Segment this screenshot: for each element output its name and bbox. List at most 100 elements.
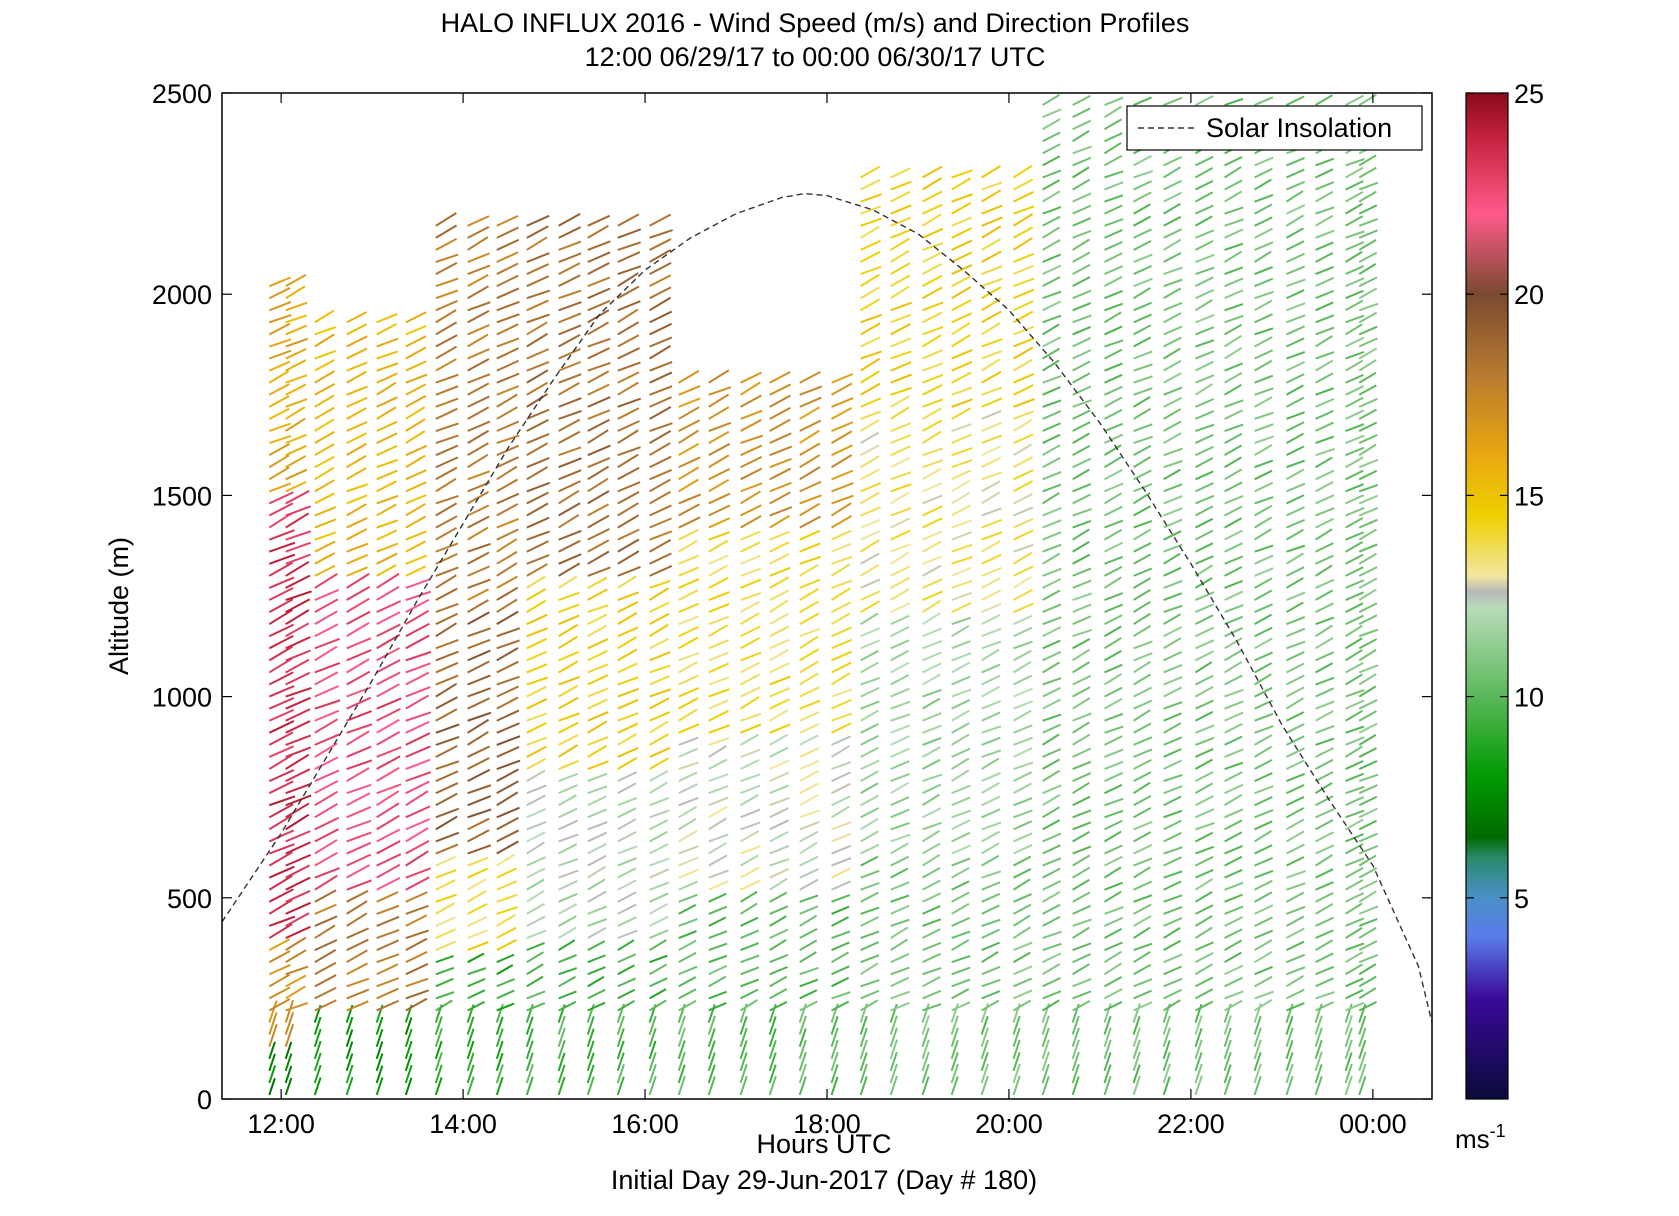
wind-vector <box>285 974 307 988</box>
wind-vector <box>587 854 607 867</box>
wind-vector <box>678 708 698 722</box>
wind-vector <box>769 638 790 650</box>
wind-vector <box>1104 385 1123 396</box>
wind-vector <box>678 554 700 565</box>
wind-vector <box>1072 830 1090 843</box>
wind-vector <box>1103 456 1122 469</box>
wind-vector <box>1285 1003 1294 1023</box>
wind-vector <box>467 878 487 891</box>
wind-vector <box>981 892 1001 903</box>
wind-vector <box>1254 194 1274 203</box>
wind-vector <box>1133 215 1152 227</box>
wind-vector <box>1358 760 1378 770</box>
wind-vector <box>405 634 430 650</box>
wind-vector <box>1012 660 1032 674</box>
wind-vector <box>1315 952 1334 964</box>
wind-vector <box>1195 674 1214 686</box>
wind-vector <box>739 1063 748 1084</box>
wind-vector <box>860 734 879 746</box>
wind-vector <box>558 833 579 843</box>
wind-vector <box>1315 456 1333 469</box>
wind-vector <box>467 429 490 444</box>
wind-vector <box>1133 660 1152 674</box>
wind-vector <box>1345 190 1364 203</box>
wind-vector <box>1195 626 1215 638</box>
wind-vector <box>1042 143 1061 155</box>
wind-vector <box>587 663 609 674</box>
wind-vector <box>435 744 458 758</box>
wind-vector <box>1012 1052 1021 1072</box>
wind-vector <box>525 1016 534 1035</box>
wind-vector <box>1072 540 1090 553</box>
wind-vector <box>467 588 490 601</box>
wind-vector <box>435 855 456 867</box>
wind-vector <box>1132 1064 1141 1084</box>
wind-vector <box>467 333 489 348</box>
wind-vector <box>1224 939 1243 951</box>
wind-vector <box>1285 891 1305 903</box>
wind-vector <box>1104 505 1123 517</box>
wind-vector <box>405 469 427 481</box>
wind-vector <box>268 843 295 855</box>
wind-vector <box>1194 661 1213 674</box>
wind-vector <box>922 430 942 444</box>
wind-vector <box>769 662 790 674</box>
wind-vector <box>587 795 607 807</box>
wind-vector <box>1012 1015 1021 1035</box>
wind-vector <box>1345 409 1365 420</box>
wind-vector <box>268 657 293 674</box>
wind-vector <box>951 891 970 903</box>
wind-vector <box>376 953 400 964</box>
wind-vector <box>831 382 853 396</box>
wind-vector <box>1253 1063 1262 1084</box>
wind-vector <box>678 845 699 855</box>
wind-vector <box>1254 990 1274 1000</box>
wind-vector <box>285 912 310 927</box>
wind-vector <box>268 769 295 783</box>
wind-vector <box>951 580 973 589</box>
wind-vector <box>1285 1015 1294 1035</box>
wind-vector <box>951 312 973 324</box>
wind-vector <box>981 870 1002 879</box>
wind-vector <box>740 879 761 891</box>
wind-vector <box>951 286 972 300</box>
wind-vector <box>1344 1003 1353 1023</box>
wind-vector <box>649 720 669 734</box>
wind-vector <box>678 951 697 964</box>
wind-vector <box>1194 1039 1203 1060</box>
wind-vector <box>1133 396 1151 408</box>
wind-vector <box>799 555 821 565</box>
wind-vector <box>1104 1001 1123 1012</box>
wind-vector <box>799 711 820 722</box>
wind-vector <box>526 889 545 903</box>
wind-vector <box>314 406 335 420</box>
wind-vector <box>1104 181 1124 191</box>
wind-vector <box>1104 614 1123 626</box>
wind-vector <box>678 406 700 420</box>
wind-vector <box>435 444 459 457</box>
wind-vector <box>922 905 941 915</box>
wind-vector <box>769 394 791 408</box>
wind-vector <box>268 422 291 432</box>
wind-vector <box>1132 1075 1141 1096</box>
wind-vector <box>1195 288 1215 300</box>
wind-vector <box>376 503 397 517</box>
wind-vector <box>435 212 457 227</box>
wind-vector <box>981 928 1000 939</box>
wind-vector <box>860 286 880 300</box>
wind-vector <box>860 350 883 360</box>
wind-vector <box>1224 228 1244 239</box>
wind-vector <box>313 1016 322 1035</box>
wind-vector <box>1162 1040 1171 1060</box>
wind-vector <box>467 687 491 698</box>
wind-vector <box>1071 1051 1080 1072</box>
wind-vector <box>558 381 580 396</box>
wind-vector <box>1133 444 1152 457</box>
wind-vector <box>922 590 943 601</box>
wind-vector <box>708 539 729 553</box>
wind-vector <box>707 1052 716 1072</box>
wind-vector <box>1345 299 1364 312</box>
wind-vector <box>769 406 791 420</box>
wind-vector <box>467 225 490 239</box>
wind-vector <box>707 1015 716 1035</box>
